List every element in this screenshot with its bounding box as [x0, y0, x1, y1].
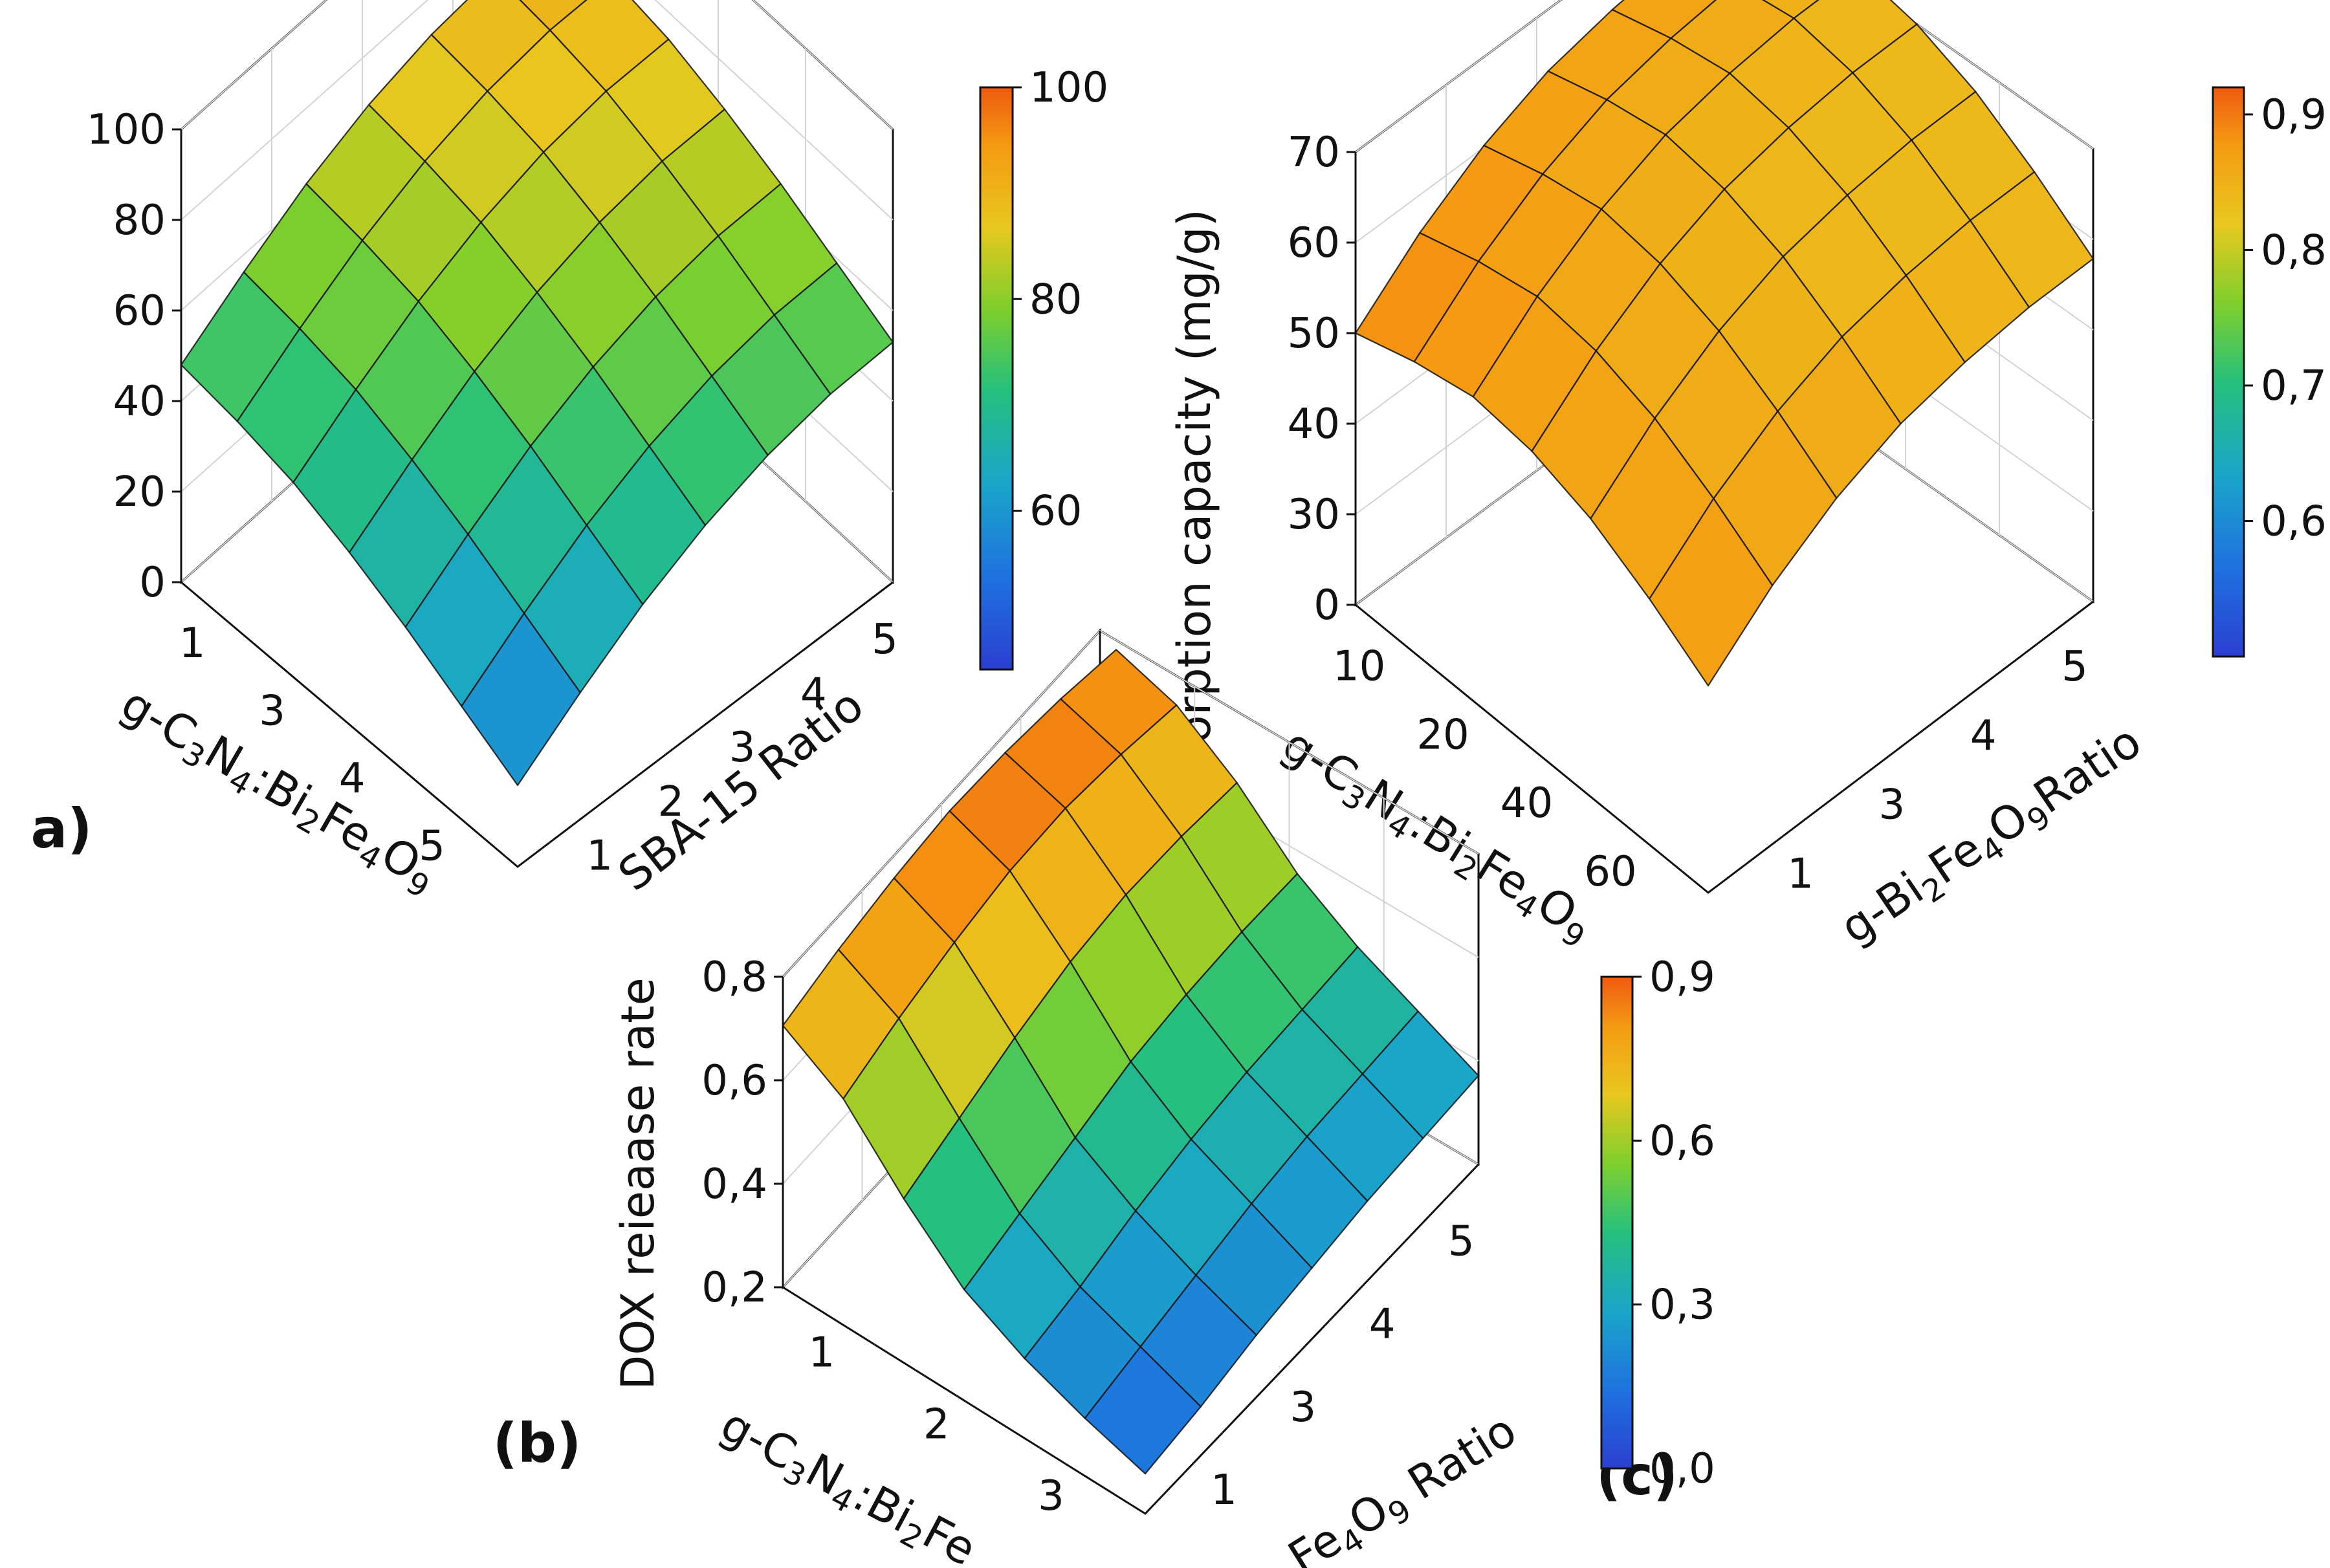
- y-tick-label: 5: [2061, 643, 2088, 691]
- z-tick-label: 0,4: [701, 1160, 767, 1208]
- floor-front-edge: [782, 1163, 1480, 1515]
- z-tick-label: 30: [1288, 491, 1340, 539]
- floor-front-edge: [1355, 600, 2094, 894]
- panel-c-front: [1346, 151, 2094, 894]
- x-tick-label: 60: [1584, 848, 1636, 896]
- colorbar-tick-label: 0,7: [2261, 362, 2327, 410]
- z-tick-label: 60: [1288, 219, 1340, 267]
- colorbar-tick-label: 100: [1029, 64, 1108, 112]
- y-tick-label: 1: [586, 832, 613, 880]
- y-tick-label: 3: [1290, 1384, 1316, 1432]
- z-axis-label: DOX reieaase rate: [611, 977, 665, 1389]
- floor-front-edge: [181, 581, 894, 868]
- surface-cell: [1649, 497, 1774, 687]
- y-tick-label: 5: [1448, 1217, 1475, 1265]
- colorbar-tick-label: 0,8: [2261, 226, 2327, 274]
- y-tick-label: 1: [1211, 1466, 1237, 1514]
- x-tick-label: 1: [179, 620, 206, 668]
- y-tick-label: 1: [1787, 851, 1814, 898]
- x-tick-label: 2: [923, 1400, 950, 1448]
- colorbar-gradient: [1601, 977, 1632, 1468]
- z-gridline: [181, 0, 894, 221]
- panel-c-surface: [1354, 0, 2094, 687]
- panel-label: (b): [493, 1411, 582, 1475]
- y-tick-label: 5: [872, 616, 898, 664]
- x-tick-label: 20: [1416, 711, 1469, 759]
- y-axis-label-part: Ratio: [2025, 715, 2151, 823]
- colorbar-frame: [2212, 86, 2245, 658]
- z-gridline: [181, 0, 894, 130]
- y-tick-label: 4: [800, 670, 827, 718]
- x-tick-label: 3: [1038, 1472, 1064, 1520]
- z-gridline: [1355, 0, 2094, 153]
- y-tick-label: 3: [729, 724, 756, 772]
- z-tick-label: 0,2: [701, 1264, 767, 1312]
- z-tick-label: 60: [113, 287, 166, 335]
- colorbar-tick-label: 0,6: [2261, 497, 2327, 545]
- panel-c-colorbar: 0,6 0,7 0,8 0,9: [2212, 86, 2327, 658]
- surface-cell: [461, 613, 581, 787]
- y-axis-label-part: Ratio: [1387, 1404, 1526, 1518]
- x-tick-label: 5: [419, 823, 445, 871]
- x-tick-label: 1: [809, 1329, 835, 1377]
- colorbar-frame: [1600, 975, 1634, 1470]
- z-tick-label: 0,6: [701, 1057, 767, 1105]
- colorbar-tick-label: 60: [1029, 488, 1082, 536]
- y-axis-label-part: g-Bi: [1831, 862, 1933, 954]
- colorbar-gradient: [980, 87, 1013, 670]
- panel-label: a): [30, 797, 92, 860]
- z-tick-label: 100: [87, 106, 166, 154]
- colorbar-gradient: [2213, 87, 2244, 657]
- x-tick-label: 4: [339, 755, 366, 803]
- z-tick-label: 40: [1288, 400, 1340, 448]
- y-axis-label: Fe4O9 Ratio: [1279, 1404, 1528, 1568]
- y-axis-label-part: SBA-15 Ratio: [609, 679, 874, 902]
- z-tick-label: 0: [139, 559, 166, 607]
- panel-b-front: [774, 975, 1480, 1515]
- panel-b-surface: [782, 649, 1480, 1475]
- panel-a-surface: [180, 0, 894, 787]
- y-axis-label: SBA-15 Ratio: [609, 679, 874, 902]
- colorbar-tick-label: 0,6: [1649, 1117, 1715, 1165]
- y-tick-label: 3: [1879, 781, 1906, 829]
- z-tick-label: 70: [1288, 129, 1340, 177]
- surface-cell: [519, 0, 588, 31]
- surface-cell: [1761, 0, 1819, 19]
- y-tick-label: 4: [1369, 1301, 1396, 1349]
- y-tick-label: 2: [658, 778, 685, 826]
- colorbar-frame: [979, 86, 1014, 671]
- panel-a-front: [172, 128, 894, 868]
- z-tick-label: 50: [1288, 310, 1340, 358]
- colorbar-tick-label: 0,3: [1649, 1281, 1715, 1329]
- y-tick-label: 4: [1970, 712, 1997, 760]
- x-tick-label: 10: [1333, 643, 1385, 691]
- x-axis-label-part: Fe: [914, 1505, 985, 1568]
- z-tick-label: 40: [113, 378, 166, 426]
- colorbar-tick-label: 0,9: [2261, 91, 2327, 139]
- colorbar-tick-label: 80: [1029, 276, 1082, 323]
- panel-a-colorbar: 60 80 100: [979, 64, 1108, 671]
- z-tick-label: 0,8: [701, 953, 767, 1001]
- surface-cell: [1084, 1345, 1202, 1475]
- x-tick-label: 3: [259, 688, 285, 735]
- z-tick-label: 20: [113, 468, 166, 516]
- colorbar-tick-label: 0,9: [1649, 953, 1715, 1001]
- z-tick-label: 80: [113, 197, 166, 245]
- colorbar-tick-label: 0,0: [1649, 1445, 1715, 1493]
- panel-b-colorbar: 0,0 0,3 0,6 0,9: [1600, 953, 1715, 1493]
- z-tick-label: 0: [1313, 582, 1340, 629]
- x-tick-label: 40: [1500, 779, 1553, 827]
